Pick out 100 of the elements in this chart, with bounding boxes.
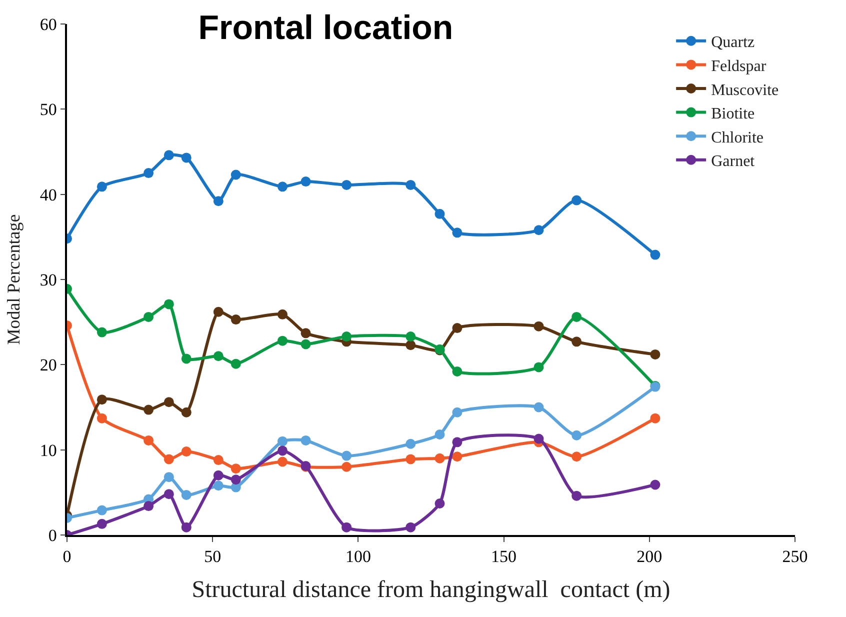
point: [164, 472, 174, 482]
point: [181, 446, 192, 457]
x-axis-title: Structural distance from hangingwall contact (m): [192, 576, 670, 603]
point: [300, 339, 311, 350]
legend-label: Quartz: [711, 34, 755, 52]
point: [300, 176, 311, 187]
point: [434, 498, 445, 508]
y-tick-label: 0: [48, 526, 57, 545]
point: [144, 312, 154, 322]
point: [650, 480, 660, 490]
point: [452, 366, 462, 376]
point: [534, 434, 544, 444]
point: [300, 328, 311, 338]
point: [230, 474, 241, 485]
y-tick-label: 40: [40, 185, 57, 204]
point: [572, 312, 582, 322]
legend-label: Biotite: [711, 106, 755, 123]
point: [342, 522, 352, 532]
point: [213, 196, 224, 206]
point: [650, 250, 660, 260]
point: [572, 452, 582, 462]
x-tick-label: 100: [345, 547, 371, 566]
point: [434, 453, 445, 464]
point: [342, 450, 352, 461]
point: [650, 413, 660, 424]
point: [277, 436, 288, 446]
legend-label: Muscovite: [711, 82, 779, 99]
point: [342, 180, 352, 190]
point: [144, 435, 154, 446]
point: [406, 522, 416, 532]
point: [96, 518, 107, 529]
chart-title: Frontal location: [198, 9, 454, 48]
point: [406, 340, 416, 350]
point: [342, 462, 352, 472]
point: [650, 349, 660, 360]
point: [144, 404, 154, 415]
point: [534, 321, 544, 332]
point: [181, 354, 192, 364]
point: [213, 480, 224, 491]
legend-label: Garnet: [711, 153, 756, 170]
x-tick-label: 150: [491, 547, 517, 566]
point: [572, 195, 582, 206]
point: [230, 314, 241, 325]
point: [181, 152, 192, 163]
point: [96, 505, 107, 516]
point: [452, 323, 462, 334]
point: [213, 306, 224, 317]
point: [572, 336, 582, 347]
point: [534, 402, 544, 412]
point: [452, 452, 462, 462]
legend-label: Feldspar: [711, 58, 767, 75]
point: [434, 208, 445, 219]
y-tick-label: 20: [40, 356, 57, 375]
point: [534, 225, 544, 236]
point: [213, 455, 224, 466]
point: [164, 454, 174, 464]
point: [452, 437, 462, 448]
point: [406, 454, 416, 464]
point: [164, 397, 174, 408]
y-tick-label: 30: [40, 270, 57, 290]
point: [96, 394, 107, 405]
point: [434, 430, 445, 440]
x-tick-label: 50: [204, 547, 222, 566]
point: [277, 446, 288, 456]
point: [96, 327, 107, 338]
point: [406, 180, 416, 190]
point: [452, 228, 462, 238]
x-tick-label: 250: [782, 547, 808, 566]
point: [342, 332, 352, 342]
point: [96, 413, 107, 424]
y-axis-title: Modal Percentage: [4, 214, 24, 345]
y-tick-label: 60: [40, 14, 57, 34]
point: [181, 407, 192, 418]
point: [164, 150, 174, 160]
point: [144, 168, 154, 178]
point: [230, 170, 241, 180]
point: [277, 309, 288, 320]
point: [452, 407, 462, 418]
point: [164, 489, 174, 500]
x-tick-label: 200: [636, 547, 662, 566]
point: [572, 430, 582, 440]
point: [277, 336, 288, 346]
point: [96, 182, 107, 192]
x-tick-label: 0: [62, 547, 72, 566]
point: [181, 490, 192, 500]
y-tick-label: 50: [40, 100, 57, 120]
point: [572, 490, 582, 501]
point: [213, 470, 224, 480]
point: [277, 182, 288, 192]
point: [164, 299, 174, 310]
point: [144, 501, 154, 512]
point: [277, 456, 288, 467]
y-tick-label: 10: [40, 440, 57, 460]
legend-label: Chlorite: [711, 129, 764, 146]
point: [213, 351, 224, 362]
point: [230, 464, 241, 474]
point: [181, 522, 192, 532]
point: [534, 362, 544, 372]
point: [300, 435, 311, 446]
point: [406, 438, 416, 449]
